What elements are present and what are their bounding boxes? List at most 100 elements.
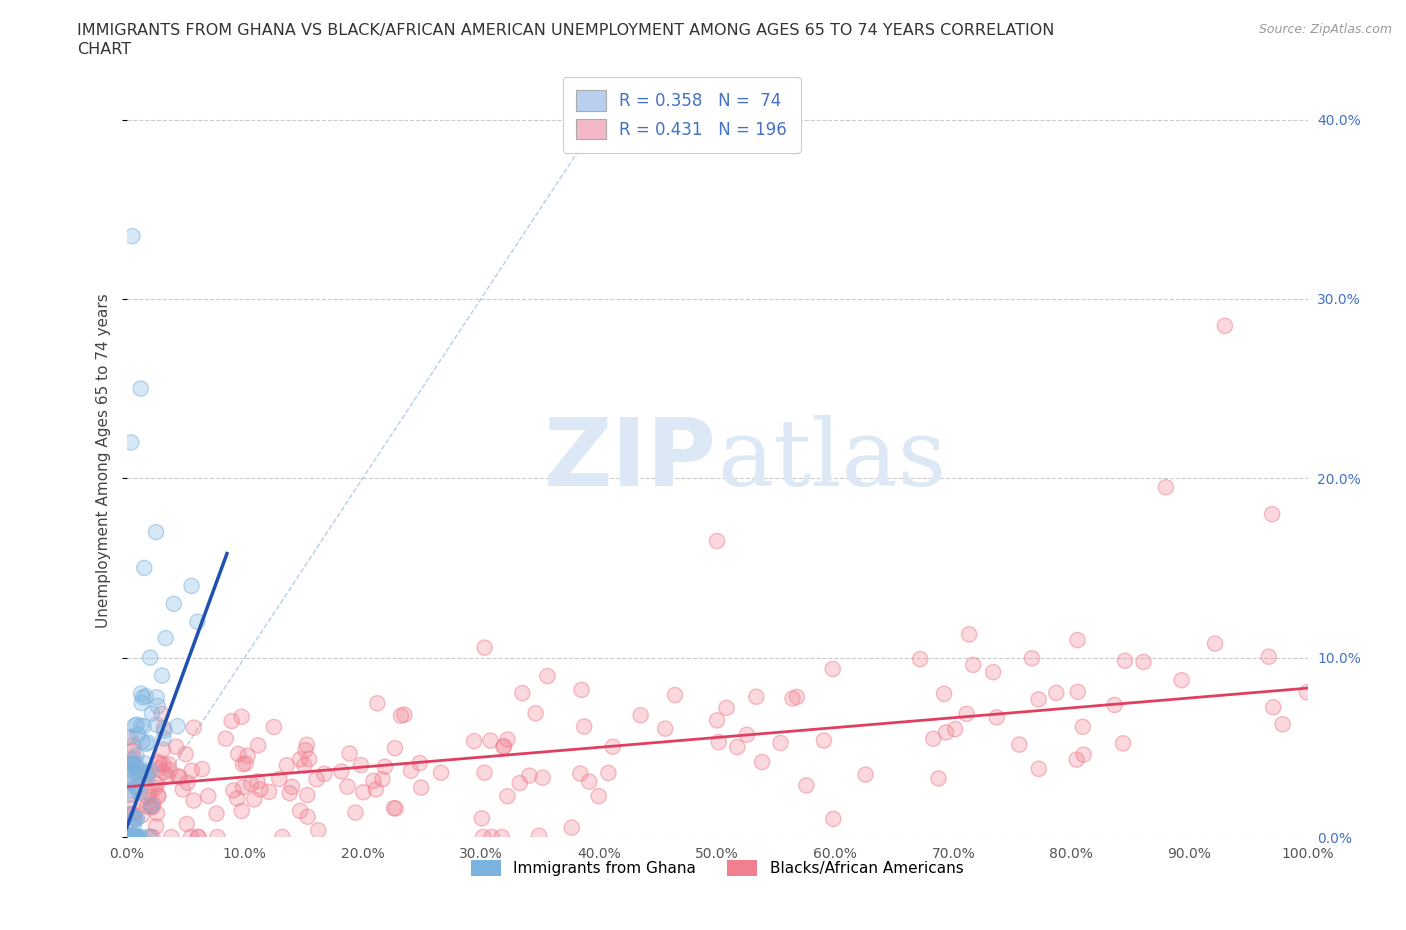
Point [142, 797, 165, 812]
Point [1066, 752, 1088, 767]
Point [145, 525, 167, 539]
Point [205, 806, 228, 821]
Point [117, 830, 139, 844]
Point [124, 779, 146, 794]
Point [125, 749, 148, 764]
Point [152, 757, 174, 772]
Point [246, 774, 269, 789]
Point [152, 721, 174, 736]
Point [430, 765, 453, 780]
Point [135, 689, 157, 704]
Text: IMMIGRANTS FROM GHANA VS BLACK/AFRICAN AMERICAN UNEMPLOYMENT AMONG AGES 65 TO 74: IMMIGRANTS FROM GHANA VS BLACK/AFRICAN A… [77, 23, 1054, 38]
Point [122, 751, 145, 766]
Point [1263, 699, 1285, 714]
Point [131, 770, 153, 785]
Point [957, 627, 980, 642]
Point [146, 788, 169, 803]
Point [908, 652, 931, 667]
Point [509, 776, 531, 790]
Point [235, 756, 257, 771]
Point [1104, 698, 1126, 712]
Point [281, 779, 304, 794]
Point [169, 769, 191, 784]
Point [509, 776, 531, 790]
Point [121, 743, 143, 758]
Point [1213, 318, 1236, 333]
Point [527, 829, 550, 844]
Point [344, 805, 367, 820]
Point [180, 830, 202, 844]
Point [389, 709, 412, 724]
Point [122, 738, 145, 753]
Point [136, 766, 159, 781]
Point [152, 742, 174, 757]
Point [1114, 653, 1136, 668]
Point [128, 830, 150, 844]
Point [471, 811, 494, 826]
Point [120, 757, 142, 772]
Point [330, 764, 353, 778]
Point [524, 706, 547, 721]
Point [263, 720, 285, 735]
Point [125, 760, 148, 775]
Point [141, 798, 163, 813]
Point [122, 764, 145, 778]
Point [183, 793, 205, 808]
Point [122, 738, 145, 753]
Point [128, 762, 150, 777]
Point [129, 686, 152, 701]
Point [120, 783, 142, 798]
Point [124, 779, 146, 794]
Point [183, 793, 205, 808]
Point [136, 735, 159, 750]
Point [751, 754, 773, 769]
Point [1170, 672, 1192, 687]
Point [263, 720, 285, 735]
Point [125, 830, 148, 844]
Point [927, 771, 949, 786]
Point [1154, 480, 1177, 495]
Point [430, 765, 453, 780]
Point [152, 731, 174, 746]
Point [231, 710, 253, 724]
Point [716, 700, 738, 715]
Point [136, 790, 159, 804]
Point [128, 762, 150, 777]
Point [1067, 684, 1090, 699]
Point [207, 830, 229, 844]
Point [292, 758, 315, 773]
Point [823, 812, 845, 827]
Point [598, 765, 620, 780]
Point [118, 830, 141, 844]
Point [491, 830, 513, 844]
Point [271, 830, 294, 844]
Point [813, 733, 835, 748]
Point [131, 808, 153, 823]
Point [127, 830, 149, 844]
Point [134, 764, 156, 779]
Point [339, 746, 361, 761]
Point [297, 788, 319, 803]
Point [536, 669, 558, 684]
Point [120, 435, 142, 450]
Point [139, 650, 162, 665]
Point [121, 229, 143, 244]
Y-axis label: Unemployment Among Ages 65 to 74 years: Unemployment Among Ages 65 to 74 years [96, 293, 111, 628]
Point [117, 830, 139, 844]
Point [129, 830, 152, 844]
Point [127, 830, 149, 844]
Point [364, 782, 387, 797]
Point [150, 668, 173, 683]
Point [136, 766, 159, 781]
Point [167, 769, 190, 784]
Point [294, 743, 316, 758]
Point [118, 828, 141, 843]
Point [981, 665, 1004, 680]
Point [363, 774, 385, 789]
Point [411, 780, 433, 795]
Point [146, 806, 169, 821]
Point [664, 687, 686, 702]
Point [363, 774, 385, 789]
Point [922, 731, 945, 746]
Point [118, 830, 141, 844]
